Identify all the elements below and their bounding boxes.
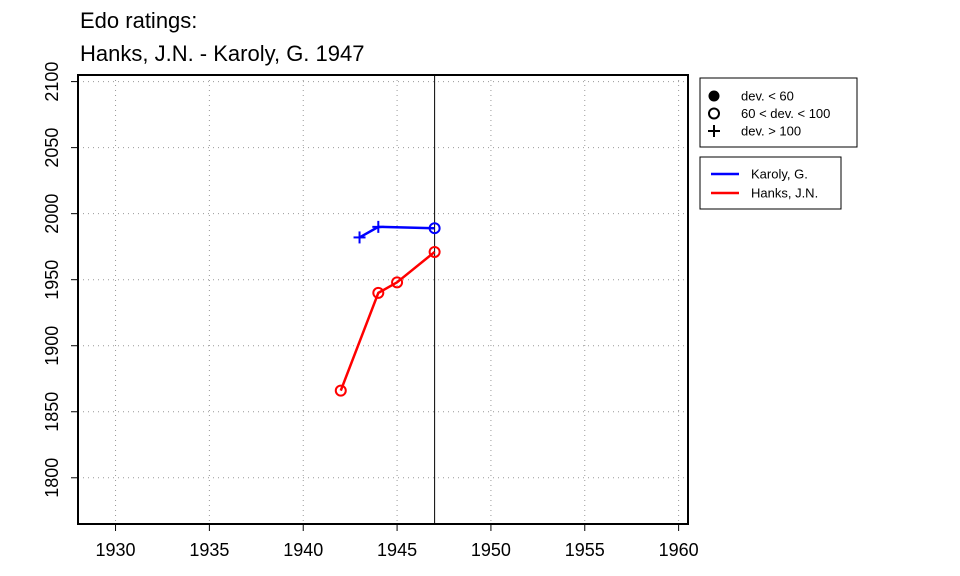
y-tick-label: 2050 [42,128,62,168]
legend-marker-plus [708,125,720,137]
chart-title-line-1: Edo ratings: [80,8,197,33]
data-point-karoly-g [428,222,441,235]
marker-legend-label: dev. < 60 [741,89,794,104]
x-tick-label: 1930 [96,540,136,560]
data-point-karoly-g [372,220,385,233]
y-tick-label: 1900 [42,326,62,366]
x-tick-label: 1960 [659,540,699,560]
x-tick-label: 1940 [283,540,323,560]
marker-legend-label: dev. > 100 [741,124,801,139]
series-line-hanks-j-n [339,250,436,392]
series-hanks-j-n [334,245,441,397]
y-tick-label: 1800 [42,458,62,498]
marker-legend-label: 60 < dev. < 100 [741,106,830,121]
data-point-karoly-g [353,231,366,244]
data-point-hanks-j-n [372,286,385,299]
plot-frame [77,74,689,525]
x-axis: 1930 1935 1940 1945 1950 1955 1960 [96,524,699,560]
series-legend-label: Karoly, G. [751,167,808,182]
marker-legend: dev. < 60 60 < dev. < 100 dev. > 100 [699,77,858,148]
y-axis: 1800 1850 1900 1950 2000 2050 2100 [42,62,78,498]
data-point-hanks-j-n [428,245,441,258]
data-point-hanks-j-n [391,276,404,289]
x-tick-label: 1950 [471,540,511,560]
y-tick-label: 1950 [42,260,62,300]
grid [78,75,688,524]
y-tick-label: 2000 [42,194,62,234]
series-legend: Karoly, G. Hanks, J.N. [699,156,842,210]
y-tick-label: 2100 [42,62,62,102]
x-tick-label: 1935 [189,540,229,560]
series-legend-box [699,156,842,210]
x-tick-label: 1955 [565,540,605,560]
x-tick-label: 1945 [377,540,417,560]
y-tick-label: 1850 [42,392,62,432]
series-karoly-g [353,220,441,244]
series-layer [334,220,441,397]
chart-title-line-2: Hanks, J.N. - Karoly, G. 1947 [80,41,364,66]
legend-marker-open-circle [708,107,720,120]
series-legend-label: Hanks, J.N. [751,186,818,201]
marker-legend-box [699,77,858,148]
legend-marker-filled-circle [708,90,720,102]
data-point-hanks-j-n [334,384,347,397]
